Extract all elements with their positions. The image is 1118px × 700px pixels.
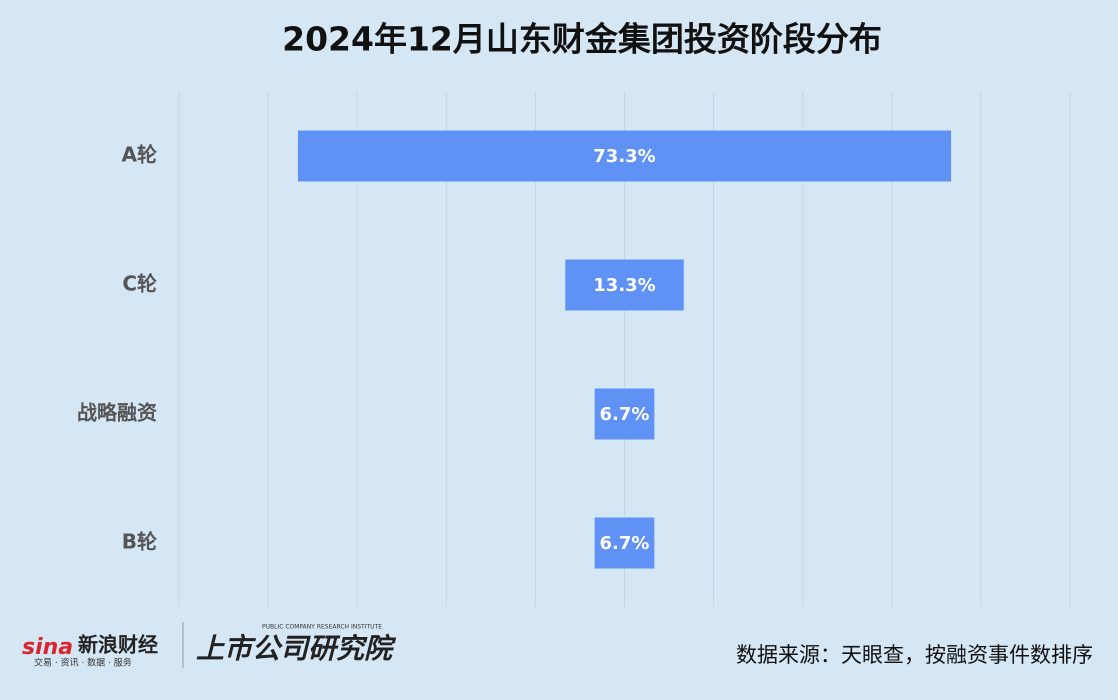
bar bbox=[594, 388, 655, 440]
category-label: B轮 bbox=[122, 530, 157, 554]
footer: sina 新浪财经 交易 · 资讯 · 数据 · 服务 PUBLIC COMPA… bbox=[22, 622, 1093, 669]
institute: 上市公司研究院 bbox=[196, 632, 397, 665]
brand: 新浪财经 bbox=[78, 633, 158, 657]
category-label: A轮 bbox=[122, 143, 157, 167]
source: 数据来源：天眼查，按融资事件数排序 bbox=[736, 643, 1093, 667]
value-label: 6.7% bbox=[600, 533, 650, 554]
bars: A轮 73.3% C轮 13.3% 战略融资 6.7% B轮 6.7% bbox=[77, 130, 952, 569]
category-label: 战略融资 bbox=[77, 401, 157, 425]
bar bbox=[594, 517, 655, 569]
logo: sina bbox=[22, 635, 73, 660]
value-label: 73.3% bbox=[593, 146, 655, 167]
value-label: 6.7% bbox=[600, 404, 650, 425]
tagline: 交易 · 资讯 · 数据 · 服务 bbox=[34, 657, 132, 669]
bar bbox=[297, 130, 952, 182]
category-label: C轮 bbox=[122, 272, 157, 296]
value-label: 13.3% bbox=[593, 275, 655, 296]
chart-title: 2024年12月山东财金集团投资阶段分布 bbox=[282, 20, 882, 59]
institute-en: PUBLIC COMPANY RESEARCH INSTITUTE bbox=[262, 624, 382, 631]
bar bbox=[565, 259, 684, 311]
